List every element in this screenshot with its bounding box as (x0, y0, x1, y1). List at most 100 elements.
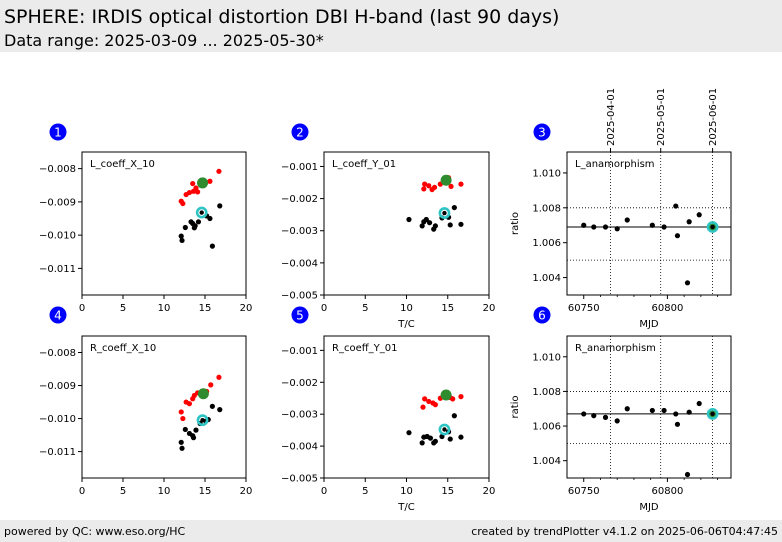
x-axis-label: T/C (397, 502, 414, 513)
header-bar: SPHERE: IRDIS optical distortion DBI H-b… (0, 0, 782, 52)
panel-badge-number: 3 (538, 126, 546, 140)
x-tick-label: 10 (158, 303, 171, 314)
y-tick-label: −0.009 (39, 381, 76, 392)
panel-badge-number: 1 (54, 126, 62, 140)
x-tick-label: 5 (120, 303, 126, 314)
y-tick-label: 1.010 (532, 168, 561, 179)
latest-point-cyan (706, 221, 719, 233)
y-tick-label: −0.001 (281, 162, 318, 173)
panel-5: 5 0 5 10 15 20 −0.005 −0.004 −0.003 −0.002 −0.001 R… (281, 306, 495, 513)
data-point-red (448, 183, 454, 189)
panel-2: 20 5 10 15 20−0.005−0.004−0.003−0.002−0.001 L… (281, 123, 495, 330)
y-tick-label: −0.008 (39, 348, 76, 359)
data-point-black (217, 203, 223, 209)
plot-frame (566, 151, 732, 296)
latest-point-center (710, 411, 715, 417)
data-point-black (209, 243, 215, 249)
data-point-black (192, 223, 198, 229)
y-tick-label: 1.008 (532, 203, 561, 214)
latest-point-green (197, 177, 209, 189)
top-date-label: 2025-04-01 (606, 88, 617, 146)
data-point-black (673, 411, 679, 417)
data-point-black (614, 418, 620, 424)
x-tick-label: 0 (321, 303, 327, 314)
panel-1: 10 5 10 15 20−0.011−0.010−0.009−0.008 L_coeff… (39, 123, 253, 314)
data-point-black (178, 439, 184, 445)
latest-point-cyan (706, 408, 719, 420)
panel-badge-circle (533, 123, 551, 141)
panel-badge-circle (533, 306, 551, 324)
y-tick-label: −0.002 (281, 194, 318, 205)
panel-badge-number: 4 (54, 309, 62, 323)
x-tick-label: 10 (158, 486, 171, 497)
plot-frame (323, 151, 490, 296)
data-point-red (420, 404, 426, 410)
panel-badge-circle (291, 306, 309, 324)
y-tick-label: −0.001 (281, 346, 318, 357)
data-point-black (179, 237, 185, 244)
data-point-red (216, 374, 222, 380)
x-tick-label: 15 (199, 486, 212, 497)
data-point-black (614, 226, 620, 232)
data-point-black (207, 215, 213, 222)
x-tick-label: 20 (240, 303, 253, 314)
data-point-black (427, 435, 434, 441)
data-point-black (193, 427, 199, 433)
data-point-black (591, 413, 597, 419)
data-point-black (458, 434, 464, 440)
data-point-red (432, 402, 438, 408)
y-tick-label: −0.010 (39, 231, 76, 242)
latest-point-cyan (438, 207, 451, 219)
data-point-black (406, 430, 412, 436)
latest-point-cyan (196, 414, 209, 427)
latest-point-green (440, 174, 452, 186)
data-point-red (186, 401, 193, 407)
plot-frame (81, 151, 247, 296)
data-point-black (427, 220, 433, 226)
plot-frame (81, 335, 247, 479)
x-tick-label: 10 (400, 486, 413, 497)
data-point-black (674, 233, 681, 239)
data-point-red (421, 186, 427, 192)
y-tick-label: −0.011 (39, 264, 76, 275)
data-point-red (426, 183, 432, 189)
data-point-black (602, 224, 609, 230)
x-tick-label: 15 (199, 303, 212, 314)
top-date-label: 2025-05-01 (656, 88, 667, 146)
data-point-black (190, 435, 197, 441)
y-tick-label: 1.010 (532, 352, 561, 363)
data-point-black (458, 221, 464, 227)
data-point-black (406, 216, 412, 223)
y-tick-label: 1.006 (532, 238, 561, 249)
data-point-red (186, 189, 193, 196)
panel-badge-number: 6 (538, 309, 546, 323)
x-tick-label: 60750 (568, 486, 600, 497)
data-point-black (419, 440, 425, 446)
latest-point-center (442, 427, 447, 432)
data-point-black (696, 212, 702, 218)
data-point-red (458, 181, 464, 187)
y-tick-label: −0.004 (281, 442, 318, 453)
data-point-black (661, 224, 667, 230)
latest-point-green (440, 389, 452, 401)
data-point-black (432, 223, 438, 229)
data-point-red (193, 185, 199, 191)
data-point-black (432, 438, 438, 444)
latest-point-green (197, 388, 209, 400)
data-point-red (207, 178, 213, 184)
panel-badge-circle (49, 306, 67, 324)
latest-point-cyan (195, 206, 208, 219)
data-point-red (431, 184, 438, 190)
data-point-black (217, 407, 223, 413)
data-point-black (624, 217, 630, 223)
x-tick-label: 20 (240, 486, 253, 497)
y-tick-label: −0.005 (281, 291, 318, 302)
panel-label: L_coeff_Y_01 (332, 159, 396, 170)
y-tick-label: −0.009 (39, 197, 76, 208)
data-point-black (182, 224, 188, 231)
top-date-label: 2025-06-01 (708, 88, 719, 146)
y-tick-label: −0.010 (39, 414, 76, 425)
data-point-black (451, 204, 457, 211)
data-point-black (182, 426, 188, 433)
x-tick-label: 0 (79, 486, 85, 497)
